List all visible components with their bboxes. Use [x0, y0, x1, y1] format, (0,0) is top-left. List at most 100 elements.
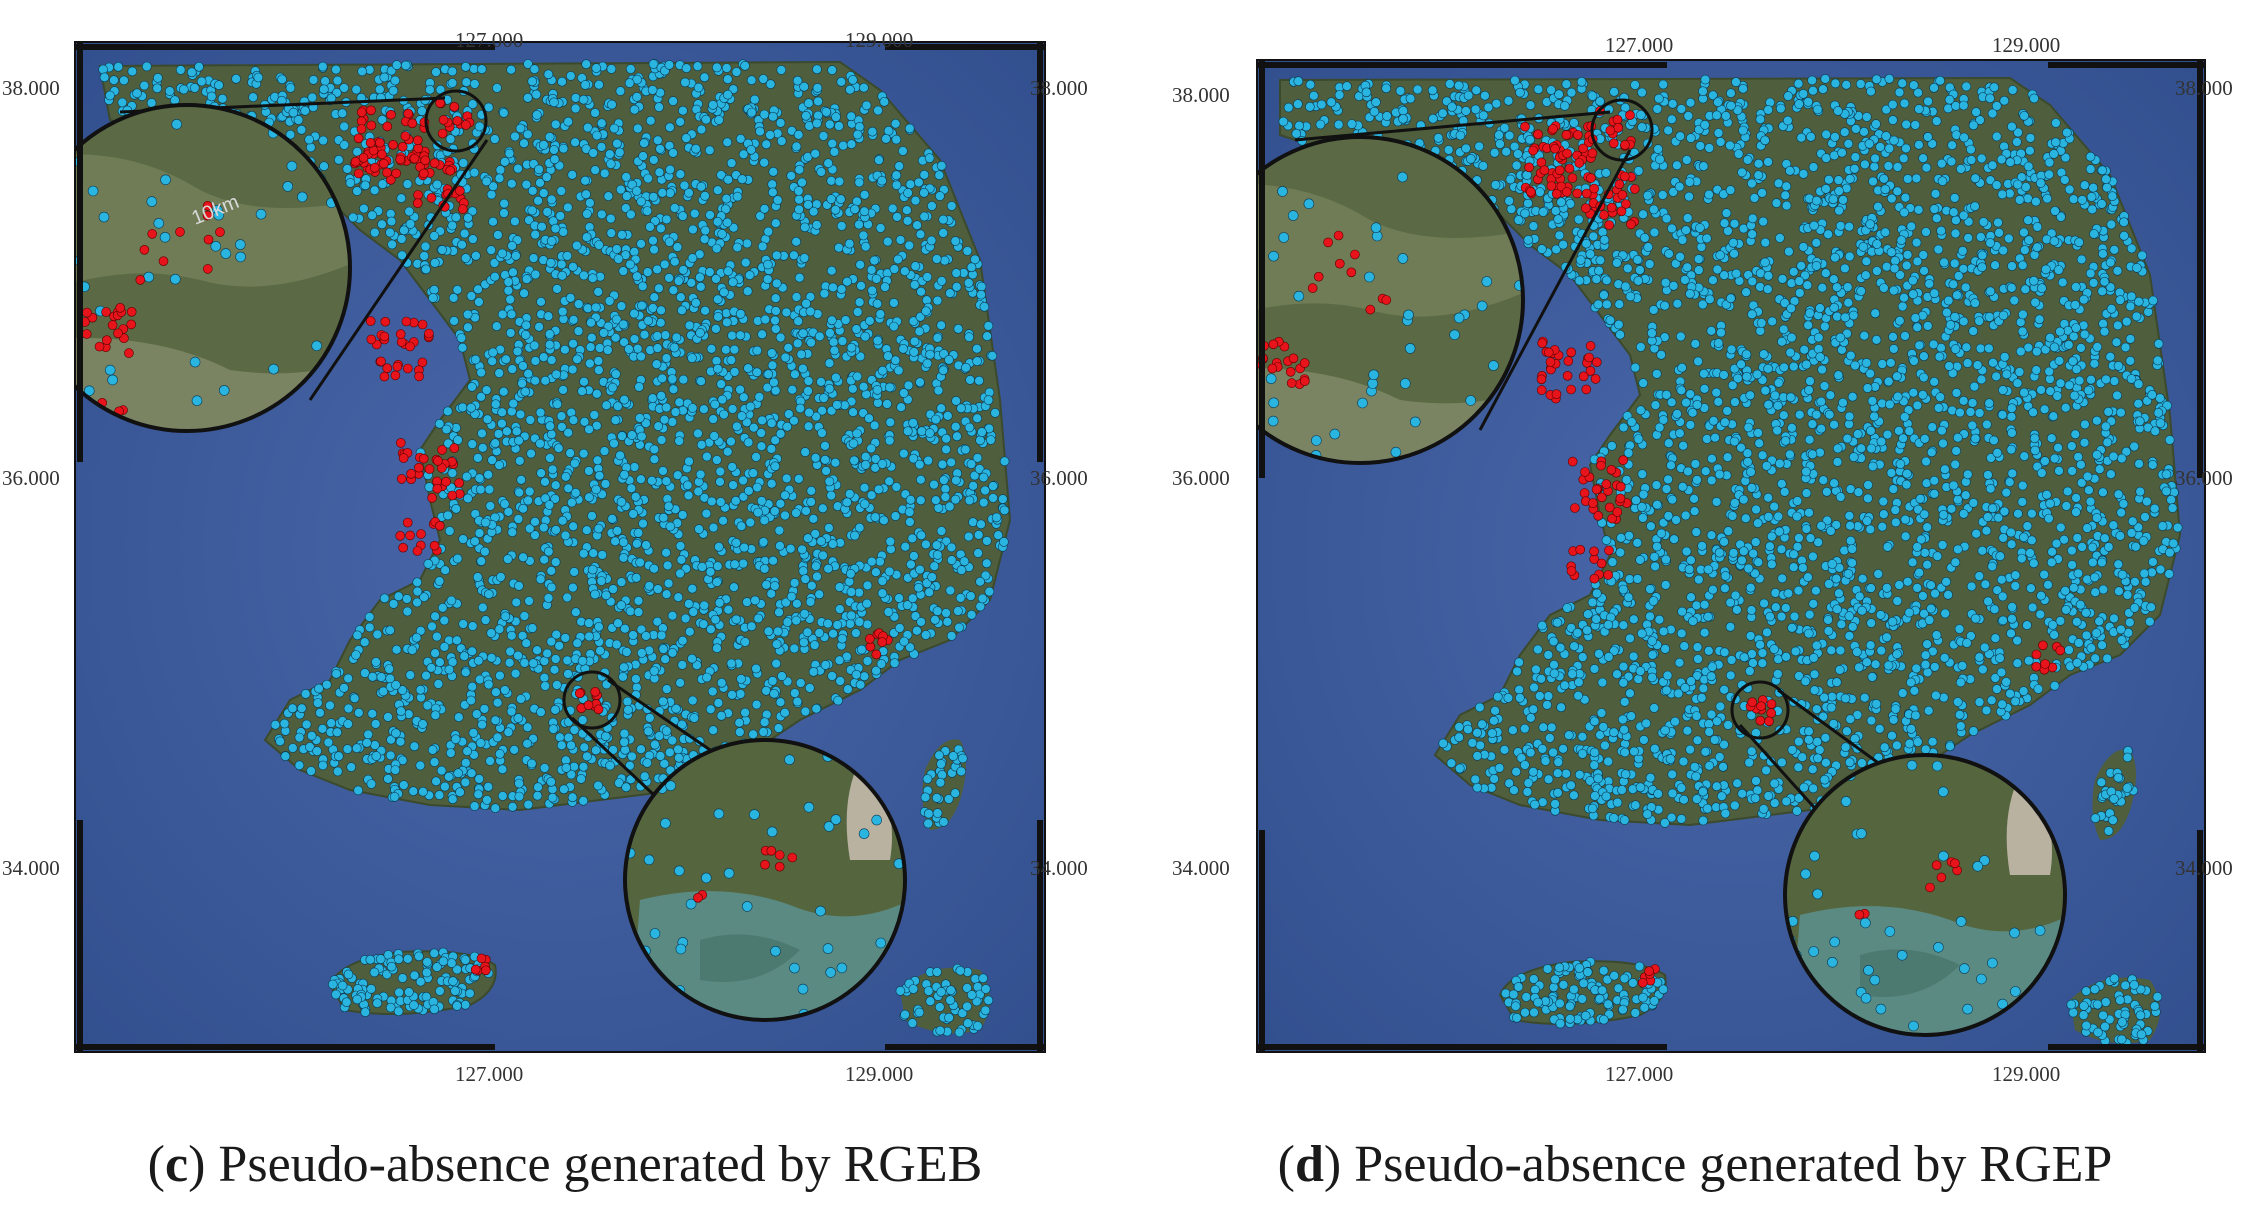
- absence-point: [916, 426, 927, 437]
- absence-point: [397, 685, 408, 695]
- absence-point: [1793, 762, 1804, 773]
- absence-point: [434, 576, 445, 586]
- absence-point: [2087, 557, 2098, 568]
- absence-point: [757, 241, 768, 252]
- absence-point: [584, 424, 594, 435]
- absence-point: [2085, 496, 2096, 507]
- absence-point: [538, 140, 549, 150]
- absence-point: [895, 235, 906, 245]
- absence-point: [560, 471, 571, 482]
- absence-point: [678, 105, 688, 116]
- absence-point: [644, 581, 655, 591]
- absence-point: [649, 928, 661, 939]
- absence-point: [743, 437, 754, 448]
- absence-point: [2092, 513, 2102, 523]
- absence-point: [732, 421, 742, 432]
- absence-point: [828, 337, 839, 348]
- absence-point: [480, 615, 491, 625]
- absence-point: [1902, 174, 1913, 184]
- presence-point: [871, 649, 882, 660]
- absence-point: [693, 428, 703, 439]
- presence-point: [457, 204, 468, 214]
- absence-point: [550, 480, 561, 491]
- absence-point: [1902, 576, 1913, 587]
- absence-point: [474, 473, 485, 484]
- absence-point: [644, 713, 655, 723]
- absence-point: [738, 149, 749, 160]
- absence-point: [522, 722, 533, 733]
- absence-point: [727, 404, 738, 414]
- absence-point: [873, 105, 883, 116]
- absence-point: [898, 343, 909, 354]
- absence-point: [1564, 730, 1574, 741]
- absence-point: [579, 742, 590, 753]
- absence-point: [531, 89, 542, 100]
- absence-point: [728, 480, 738, 490]
- absence-point: [834, 604, 845, 614]
- absence-point: [687, 653, 697, 664]
- absence-point: [359, 637, 370, 648]
- absence-point: [641, 540, 651, 550]
- presence-point: [452, 116, 463, 126]
- absence-point: [1840, 263, 1850, 274]
- absence-point: [1588, 231, 1599, 242]
- absence-point: [568, 521, 579, 532]
- absence-point: [1533, 84, 1544, 95]
- absence-point: [504, 657, 515, 668]
- absence-point: [514, 435, 524, 446]
- absence-point: [914, 1007, 925, 1018]
- absence-point: [782, 617, 793, 627]
- absence-point: [1793, 585, 1804, 596]
- absence-point: [712, 185, 723, 195]
- absence-point: [1821, 486, 1832, 497]
- absence-point: [556, 411, 567, 421]
- absence-point: [2071, 616, 2082, 627]
- absence-point: [530, 530, 540, 540]
- absence-point: [391, 728, 401, 739]
- presence-point: [864, 634, 875, 644]
- absence-point: [1699, 627, 1710, 638]
- absence-point: [477, 442, 488, 453]
- absence-point: [851, 628, 861, 638]
- absence-point: [476, 556, 487, 566]
- absence-point: [849, 204, 860, 215]
- absence-point: [467, 99, 478, 109]
- absence-point: [369, 185, 380, 196]
- absence-point: [838, 140, 849, 151]
- absence-point: [632, 92, 642, 102]
- absence-point: [608, 584, 618, 594]
- absence-point: [1821, 153, 1832, 163]
- absence-point: [543, 593, 554, 603]
- absence-point: [1866, 618, 1877, 628]
- absence-point: [661, 476, 672, 487]
- absence-point: [840, 315, 851, 325]
- absence-point: [1704, 143, 1715, 153]
- absence-point: [761, 139, 772, 150]
- absence-point: [1503, 96, 1514, 106]
- absence-point: [500, 611, 511, 622]
- absence-point: [437, 245, 448, 255]
- absence-point: [629, 462, 640, 472]
- absence-point: [667, 647, 678, 658]
- absence-point: [769, 506, 780, 516]
- absence-point: [820, 660, 831, 670]
- absence-point: [956, 766, 967, 777]
- absence-point: [2071, 282, 2081, 292]
- absence-point: [546, 429, 557, 440]
- absence-point: [492, 697, 503, 708]
- absence-point: [513, 163, 523, 174]
- absence-point: [593, 780, 603, 791]
- absence-point: [642, 267, 653, 277]
- absence-point: [611, 314, 622, 325]
- absence-point: [435, 657, 445, 668]
- absence-point: [507, 527, 518, 538]
- absence-point: [1471, 85, 1482, 96]
- absence-point: [1834, 588, 1844, 599]
- absence-point: [854, 297, 865, 308]
- absence-point: [1760, 237, 1771, 248]
- absence-point: [759, 515, 770, 526]
- absence-point: [692, 61, 703, 71]
- absence-point: [716, 170, 726, 180]
- absence-point: [983, 995, 994, 1006]
- absence-point: [751, 663, 761, 674]
